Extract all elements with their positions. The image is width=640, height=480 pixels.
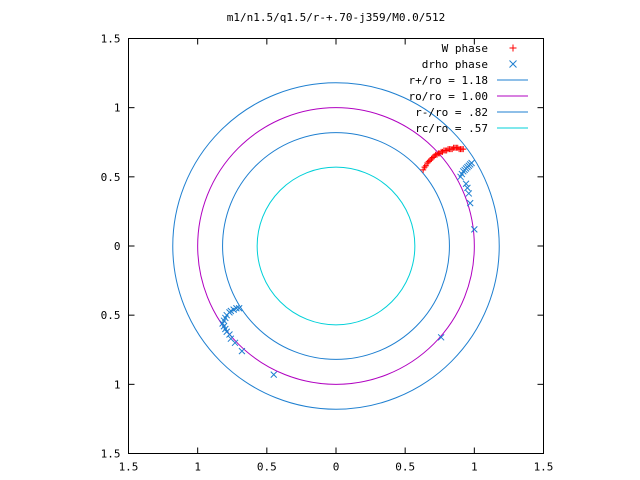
- x-tick-label: 1: [471, 461, 478, 474]
- legend-label: r-/ro = .82: [415, 106, 488, 119]
- drho-phase-point: [270, 371, 278, 379]
- drho-phase-point: [464, 184, 471, 192]
- reference-circle: [172, 82, 500, 410]
- legend: W phase drho phase r+/ro = 1.18 ro/ro = 1.0…: [409, 42, 528, 135]
- drho-phase-point: [227, 335, 235, 343]
- drho-phase-point: [238, 347, 246, 355]
- drho-phase-point: [462, 180, 470, 188]
- x-tick-label: 1: [194, 461, 201, 474]
- w-phase-point: [460, 146, 467, 153]
- w-phase-point: [443, 147, 450, 154]
- w-phase-point: [454, 144, 461, 151]
- legend-label: ro/ro = 1.00: [409, 90, 488, 103]
- legend-label: r+/ro = 1.18: [409, 74, 488, 87]
- w-phase-point: [421, 164, 428, 171]
- reference-circle: [256, 166, 416, 326]
- w-phase-point: [433, 151, 440, 158]
- drho-phase-point: [235, 304, 243, 312]
- drho-phase-point: [470, 226, 478, 233]
- legend-marker-sample: [509, 60, 517, 68]
- w-phase-point: [422, 162, 429, 169]
- drho-phase-point: [465, 190, 473, 197]
- y-tick-label: 1.5: [101, 33, 121, 46]
- w-phase-point: [449, 146, 456, 153]
- y-tick-label: 0.5: [101, 309, 121, 322]
- w-phase-point: [439, 148, 446, 155]
- x-tick-label: 0.5: [257, 461, 277, 474]
- y-tick-label: 0: [114, 240, 121, 253]
- drho-phase-point: [233, 304, 240, 312]
- x-tick-label: 0.5: [395, 461, 415, 474]
- w-phase-point: [431, 153, 438, 160]
- drho-phase-point: [466, 199, 474, 207]
- chart-title: m1/n1.5/q1.5/r-+.70-j359/M0.0/512: [227, 11, 446, 24]
- drho-phase-point: [468, 159, 475, 167]
- w-phase-point: [436, 150, 443, 157]
- w-phase-point: [428, 155, 435, 162]
- drho-phase-point: [437, 333, 445, 341]
- legend-label: rc/ro = .57: [415, 122, 488, 135]
- x-tick-label: 1.5: [534, 461, 554, 474]
- data-points: [219, 144, 478, 379]
- x-tick-label: 0: [333, 461, 340, 474]
- y-tick-label: 1: [114, 102, 121, 115]
- y-tick-label: 1.5: [101, 448, 121, 461]
- w-phase-point: [429, 154, 436, 161]
- reference-circles: [172, 82, 500, 410]
- y-tick-label: 0.5: [101, 171, 121, 184]
- legend-label: W phase: [442, 42, 488, 55]
- w-phase-point: [427, 157, 434, 164]
- y-tick-label: 1: [114, 378, 121, 391]
- legend-marker-sample: [509, 44, 517, 52]
- axes: 1.5 1 0.5 0 0.5 1 1.51.510.500.511.5: [101, 33, 554, 474]
- w-phase-point: [424, 160, 431, 166]
- reference-circle: [222, 132, 450, 360]
- legend-label: drho phase: [422, 58, 488, 71]
- w-phase-point: [420, 166, 427, 173]
- reference-circle: [197, 107, 475, 385]
- x-tick-label: 1.5: [119, 461, 139, 474]
- w-phase-point: [425, 158, 432, 165]
